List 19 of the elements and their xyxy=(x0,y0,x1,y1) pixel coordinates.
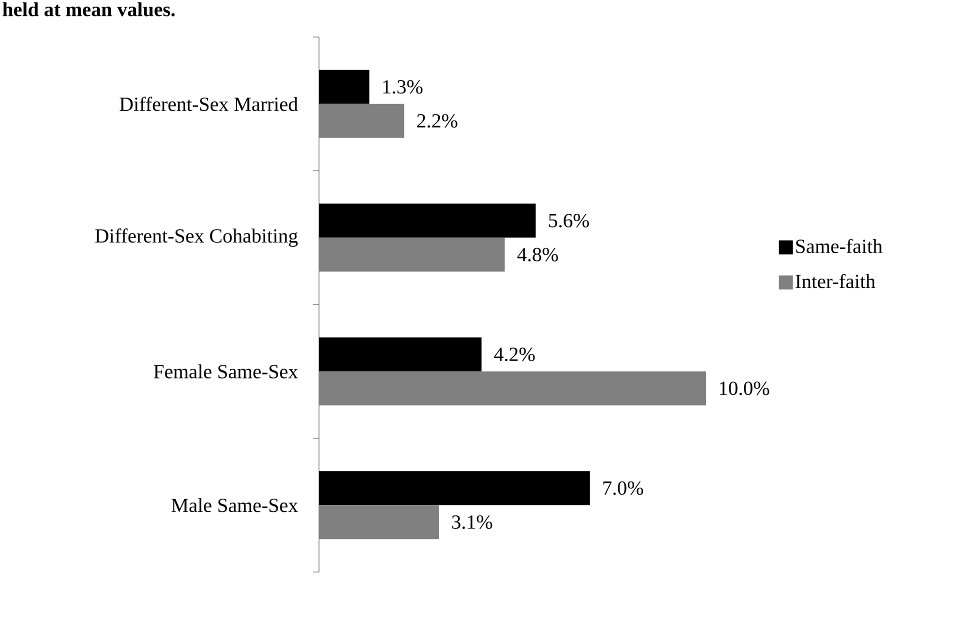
data-label: 5.6% xyxy=(549,214,589,228)
legend-label: Inter-faith xyxy=(796,274,876,288)
data-label: 2.2% xyxy=(417,114,458,128)
data-label: 10.0% xyxy=(720,382,770,396)
bar xyxy=(319,471,590,506)
data-label: 1.3% xyxy=(383,80,422,94)
bar xyxy=(319,204,536,238)
y-tick-label: Different-Sex Cohabiting xyxy=(95,228,298,247)
data-label: 4.2% xyxy=(494,348,535,362)
data-label: 7.0% xyxy=(603,481,644,495)
y-tick-label: Male Same-Sex xyxy=(172,498,298,512)
bar xyxy=(319,337,482,372)
y-tick-label: Female Same-Sex xyxy=(154,364,298,378)
y-tick-label: Different-Sex Married xyxy=(120,96,298,112)
data-label: 3.1% xyxy=(452,515,492,529)
text: held at mean values. xyxy=(2,2,175,16)
bar xyxy=(319,70,370,104)
data-label: 4.8% xyxy=(517,248,558,262)
legend-label: Same-faith xyxy=(796,238,882,254)
